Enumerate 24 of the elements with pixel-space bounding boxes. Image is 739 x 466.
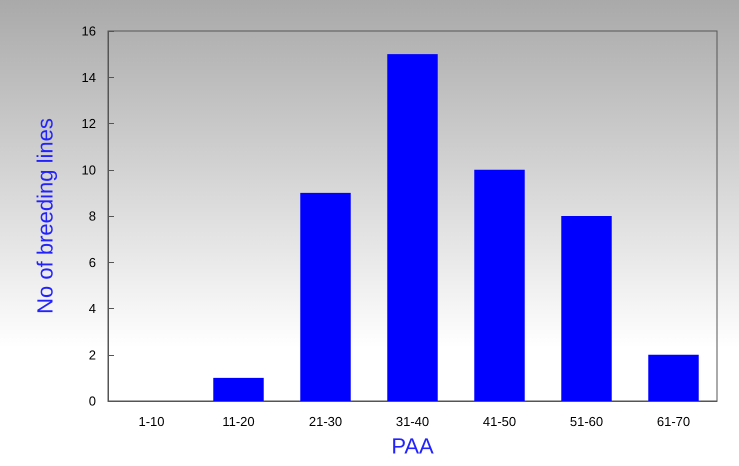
x-tick-label: 41-50 (482, 414, 516, 429)
y-tick-label: 16 (82, 24, 96, 38)
x-tick-label: 31-40 (396, 414, 430, 429)
bar (648, 354, 699, 401)
x-tick-label: 61-70 (656, 414, 690, 429)
y-tick-label: 6 (88, 254, 96, 270)
y-axis-title: No of breeding lines (32, 118, 58, 314)
x-axis-title: PAA (391, 434, 434, 458)
x-tick-label: 1-10 (138, 414, 165, 429)
bar (300, 192, 351, 401)
x-tick-label: 21-30 (308, 414, 342, 429)
y-tick-label: 8 (88, 208, 96, 224)
y-tick-label: 2 (88, 347, 96, 362)
bar (387, 54, 438, 401)
y-tick-label: 0 (88, 394, 96, 408)
x-tick-label: 51-60 (570, 414, 604, 429)
bar (561, 216, 612, 401)
bar (213, 378, 264, 401)
y-tick-label: 4 (88, 301, 96, 316)
x-tick-label: 11-20 (222, 414, 255, 429)
bar (474, 170, 525, 401)
y-tick-label: 10 (82, 162, 96, 178)
y-tick-label: 12 (82, 116, 96, 131)
y-tick-label: 14 (82, 70, 96, 85)
